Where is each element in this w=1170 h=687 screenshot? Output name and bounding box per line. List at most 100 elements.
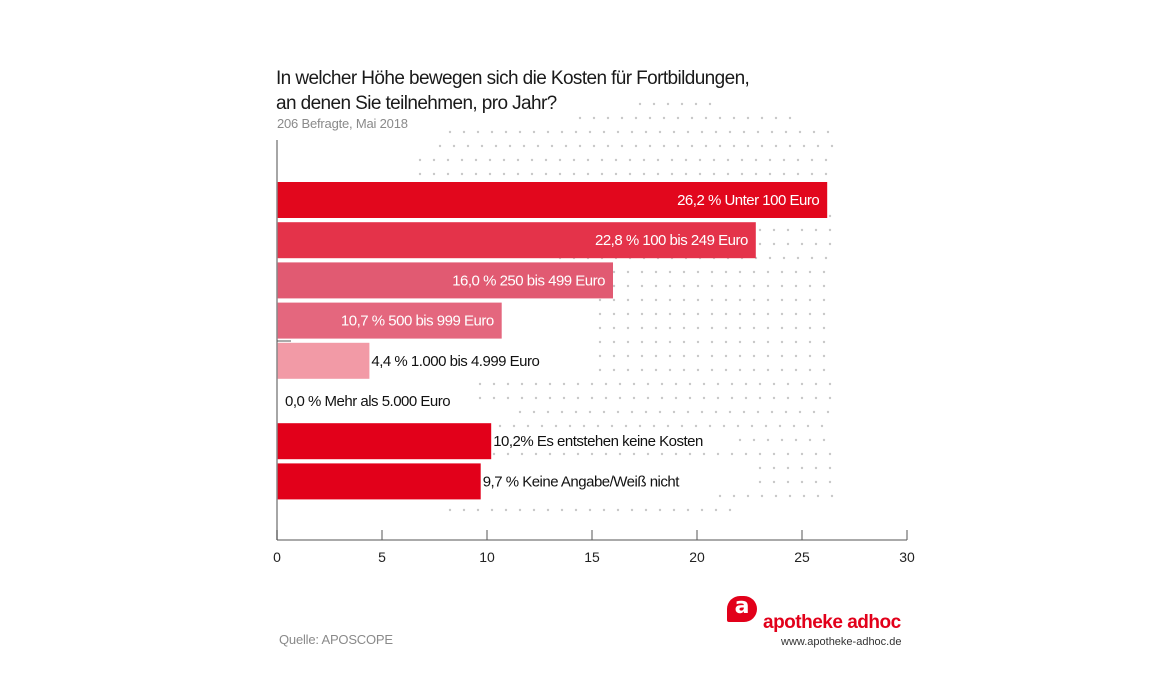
background-dot (732, 144, 736, 148)
background-dot (822, 298, 826, 302)
background-dot (676, 116, 680, 120)
background-dot (782, 158, 786, 162)
background-dot (730, 396, 734, 400)
background-dot (478, 396, 482, 400)
background-dot (828, 480, 832, 484)
background-dot (716, 382, 720, 386)
background-dot (808, 368, 812, 372)
background-dot (772, 382, 776, 386)
background-dot (766, 284, 770, 288)
background-dot (558, 172, 562, 176)
background-dot (780, 298, 784, 302)
background-dot (710, 326, 714, 330)
background-dot (794, 368, 798, 372)
background-dot (554, 424, 558, 428)
background-dot (800, 228, 804, 232)
background-dot (602, 130, 606, 134)
background-dot (634, 144, 638, 148)
background-dot (784, 410, 788, 414)
background-dot (716, 396, 720, 400)
background-dot (626, 368, 630, 372)
background-dot (796, 256, 800, 260)
background-dot (704, 116, 708, 120)
background-dot (702, 396, 706, 400)
background-dot (646, 396, 650, 400)
background-dot (612, 284, 616, 288)
background-dot (480, 144, 484, 148)
background-dot (744, 382, 748, 386)
background-dot (532, 130, 536, 134)
background-dot (654, 312, 658, 316)
background-dot (474, 172, 478, 176)
background-dot (668, 340, 672, 344)
background-dot (710, 298, 714, 302)
background-dot (448, 508, 452, 512)
background-dot (662, 116, 666, 120)
background-dot (640, 270, 644, 274)
background-dot (560, 508, 564, 512)
background-dot (498, 424, 502, 428)
background-dot (786, 452, 790, 456)
background-dot (612, 326, 616, 330)
background-dot (532, 508, 536, 512)
background-dot (688, 452, 692, 456)
background-dot (682, 326, 686, 330)
background-dot (814, 466, 818, 470)
bar-label-5: 4,4 % 1.000 bis 4.999 Euro (371, 353, 539, 370)
background-dot (658, 508, 662, 512)
background-dot (730, 382, 734, 386)
background-dot (616, 508, 620, 512)
background-dot (460, 172, 464, 176)
background-dot (828, 452, 832, 456)
background-dot (784, 130, 788, 134)
background-dot (512, 424, 516, 428)
background-dot (780, 354, 784, 358)
bar-3 (277, 262, 613, 299)
chart-subtitle: 206 Befragte, Mai 2018 (277, 116, 408, 131)
brand-name: apotheke adhoc (763, 612, 901, 633)
background-dot (668, 368, 672, 372)
background-dot (598, 312, 602, 316)
background-dot (808, 312, 812, 316)
background-dot (786, 382, 790, 386)
background-dot (828, 466, 832, 470)
brand-logo-icon: a (727, 596, 757, 622)
background-dot (618, 382, 622, 386)
background-dot (686, 508, 690, 512)
source-note: Quelle: APOSCOPE (279, 632, 393, 647)
background-dot (710, 340, 714, 344)
background-dot (548, 452, 552, 456)
background-dot (728, 130, 732, 134)
background-dot (640, 298, 644, 302)
background-dot (516, 172, 520, 176)
background-dot (816, 494, 820, 498)
bar-label-7: 10,2% Es entstehen keine Kosten (493, 433, 703, 450)
background-dot (738, 354, 742, 358)
background-dot (598, 368, 602, 372)
background-dot (724, 340, 728, 344)
background-dot (794, 354, 798, 358)
background-dot (626, 340, 630, 344)
background-dot (574, 508, 578, 512)
background-dot (506, 452, 510, 456)
background-dot (788, 494, 792, 498)
background-dot (718, 144, 722, 148)
background-dot (598, 354, 602, 358)
background-dot (814, 382, 818, 386)
background-dot (800, 382, 804, 386)
background-dot (724, 270, 728, 274)
background-dot (684, 158, 688, 162)
background-dot (688, 396, 692, 400)
background-dot (640, 354, 644, 358)
background-dot (534, 452, 538, 456)
background-dot (796, 172, 800, 176)
background-dot (600, 172, 604, 176)
background-dot (724, 312, 728, 316)
background-dot (462, 130, 466, 134)
background-dot (558, 158, 562, 162)
background-dot (758, 242, 762, 246)
background-dot (756, 410, 760, 414)
background-dot (534, 396, 538, 400)
x-tick-label-30: 30 (899, 549, 915, 565)
background-dot (746, 494, 750, 498)
